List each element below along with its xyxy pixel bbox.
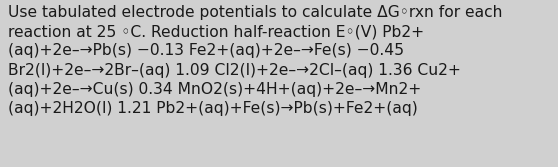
Text: Use tabulated electrode potentials to calculate ΔG◦rxn for each
reaction at 25 ◦: Use tabulated electrode potentials to ca… xyxy=(8,5,503,116)
